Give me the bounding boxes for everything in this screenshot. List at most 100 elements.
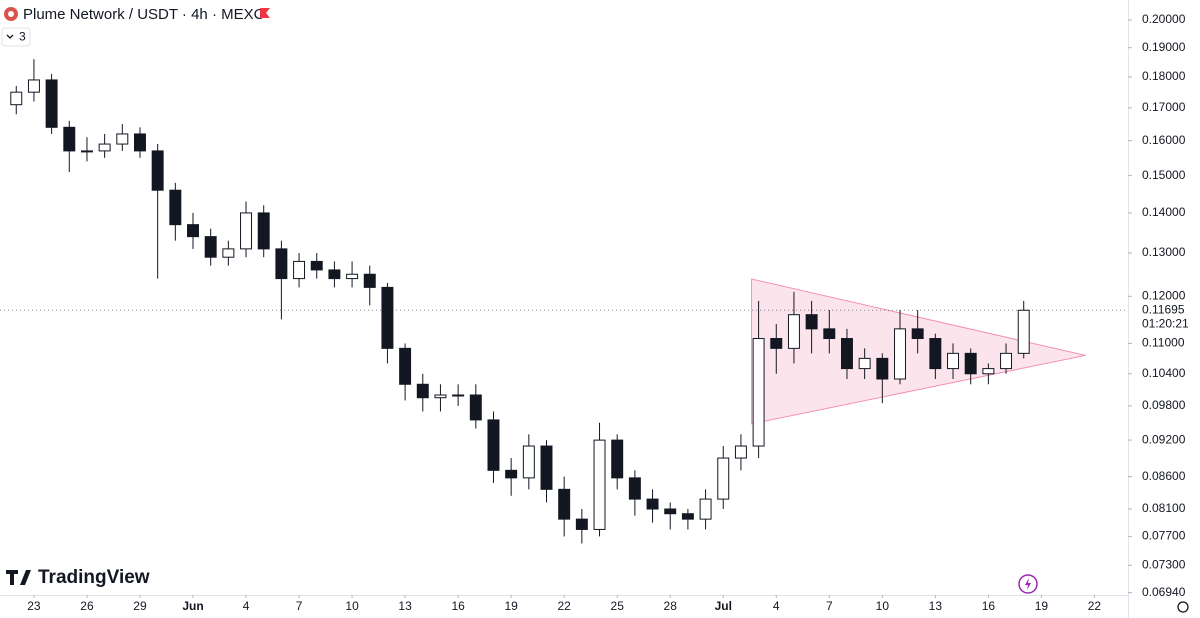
candle-body bbox=[770, 338, 783, 349]
candle-body bbox=[664, 508, 677, 515]
candle-body bbox=[1017, 309, 1030, 354]
candle-body bbox=[363, 273, 376, 288]
candle-body bbox=[876, 357, 889, 380]
candle-body bbox=[522, 445, 535, 479]
countdown: 01:20:21 bbox=[1142, 316, 1189, 330]
y-tick-label: 0.07300 bbox=[1142, 557, 1186, 571]
y-tick-label: 0.06940 bbox=[1142, 585, 1186, 599]
lightning-icon bbox=[1025, 578, 1031, 590]
flag-icon[interactable] bbox=[260, 8, 270, 18]
y-tick-label: 0.10400 bbox=[1142, 366, 1186, 380]
lightning-button[interactable] bbox=[1018, 574, 1038, 594]
brand-name: TradingView bbox=[38, 567, 150, 588]
y-tick-label: 0.19000 bbox=[1142, 40, 1186, 54]
candle-body bbox=[169, 189, 182, 226]
x-tick-label: Jul bbox=[715, 599, 732, 613]
last-price-box bbox=[1132, 302, 1200, 333]
y-tick-label: 0.08600 bbox=[1142, 469, 1186, 483]
candle-body bbox=[346, 273, 359, 280]
x-tick-label: 13 bbox=[398, 599, 412, 613]
candle-body bbox=[929, 338, 942, 370]
candle-body bbox=[416, 383, 429, 399]
candle-body bbox=[646, 498, 659, 510]
x-tick-label: 22 bbox=[1088, 599, 1102, 613]
candle-body bbox=[947, 352, 959, 370]
candle-body bbox=[699, 498, 712, 520]
candle-body bbox=[505, 469, 518, 479]
y-tick-label: 0.11000 bbox=[1142, 336, 1185, 350]
candle-body bbox=[840, 338, 853, 370]
candle-body bbox=[452, 394, 465, 397]
candle-body bbox=[27, 79, 40, 93]
candle-body bbox=[80, 150, 93, 153]
x-tick-label: 7 bbox=[826, 599, 833, 613]
y-tick-label: 0.16000 bbox=[1142, 133, 1186, 147]
candle-body bbox=[381, 286, 394, 349]
settings-button[interactable] bbox=[1177, 601, 1189, 613]
triangle-pattern bbox=[751, 278, 1086, 425]
chevron bbox=[6, 34, 14, 39]
x-tick-label: 22 bbox=[557, 599, 571, 613]
x-tick-label: 19 bbox=[1035, 599, 1049, 613]
candle-body bbox=[204, 236, 217, 258]
x-tick-label: 13 bbox=[929, 599, 943, 613]
candle-body bbox=[45, 79, 58, 128]
x-tick-label: 28 bbox=[664, 599, 678, 613]
candle-body bbox=[328, 269, 341, 280]
candle-body bbox=[98, 143, 111, 152]
candle-body bbox=[805, 314, 818, 330]
candle-body bbox=[858, 357, 871, 370]
candle-body bbox=[894, 328, 906, 380]
y-tick-label: 0.15000 bbox=[1142, 168, 1186, 182]
x-tick-label: 23 bbox=[27, 599, 41, 613]
candle-body bbox=[575, 518, 588, 530]
x-tick-label: 25 bbox=[611, 599, 625, 613]
candle-body bbox=[310, 260, 323, 271]
x-tick-label: 29 bbox=[133, 599, 147, 613]
indicator-toggle[interactable] bbox=[1, 27, 31, 47]
y-tick-label: 0.20000 bbox=[1142, 12, 1186, 26]
x-tick-label: 10 bbox=[345, 599, 359, 613]
x-tick-label: 4 bbox=[243, 599, 250, 613]
y-tick-label: 0.08100 bbox=[1142, 501, 1186, 515]
y-tick-label: 0.12000 bbox=[1142, 289, 1186, 303]
x-tick-label: 19 bbox=[504, 599, 518, 613]
candle-body bbox=[63, 126, 76, 152]
symbol-icon-inner bbox=[8, 11, 14, 17]
candle-body bbox=[734, 445, 747, 459]
candle-body bbox=[469, 394, 482, 421]
candle-body bbox=[611, 439, 624, 479]
candle-body bbox=[628, 477, 641, 500]
candle-body bbox=[434, 394, 447, 399]
brand-logo bbox=[6, 570, 31, 585]
x-tick-label: 16 bbox=[451, 599, 465, 613]
candle-body bbox=[240, 212, 253, 250]
y-tick-label: 0.07700 bbox=[1142, 529, 1186, 543]
candle-body bbox=[10, 91, 23, 106]
candle-body bbox=[593, 439, 606, 530]
plot-area bbox=[10, 59, 1086, 544]
indicator-count: 3 bbox=[19, 30, 26, 44]
candle-body bbox=[717, 457, 730, 500]
x-tick-label: 26 bbox=[80, 599, 94, 613]
x-tick-label: 4 bbox=[773, 599, 780, 613]
candle-body bbox=[134, 133, 146, 152]
y-tick-label: 0.13000 bbox=[1142, 245, 1186, 259]
candle-body bbox=[982, 368, 995, 375]
candle-body bbox=[558, 488, 571, 520]
chart-title: Plume Network / USDT · 4h · MEXC bbox=[23, 6, 265, 23]
candle-body bbox=[964, 352, 977, 375]
x-tick-label: Jun bbox=[182, 599, 203, 613]
x-tick-label: 7 bbox=[296, 599, 303, 613]
y-tick-label: 0.17000 bbox=[1142, 100, 1186, 114]
candle-body bbox=[151, 150, 164, 191]
candle-body bbox=[399, 347, 412, 385]
y-tick-label: 0.14000 bbox=[1142, 205, 1186, 219]
last-price-label: 0.11695 bbox=[1142, 302, 1185, 316]
candle-body bbox=[787, 314, 800, 349]
candle-body bbox=[752, 338, 765, 447]
candle-body bbox=[823, 328, 836, 340]
candle-body bbox=[275, 248, 288, 280]
